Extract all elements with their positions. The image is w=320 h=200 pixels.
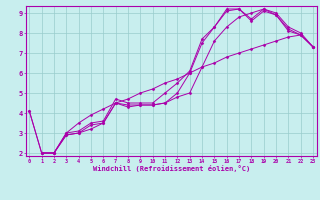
X-axis label: Windchill (Refroidissement éolien,°C): Windchill (Refroidissement éolien,°C) — [92, 165, 250, 172]
